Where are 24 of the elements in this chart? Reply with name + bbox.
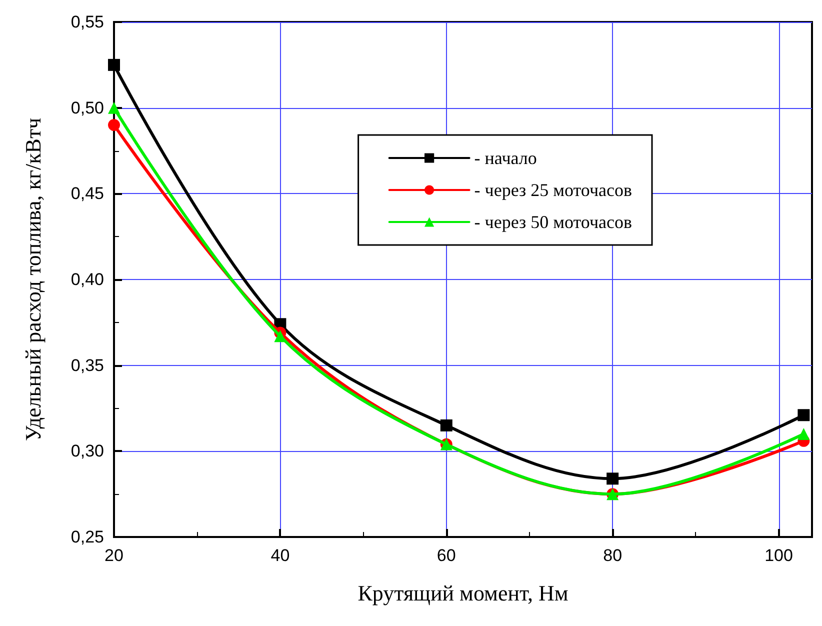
x-tick-label: 100 [764,546,793,565]
y-tick-label: 0,25 [70,528,104,546]
legend-label: - через 50 моточасов [474,212,632,232]
y-tick-label: 0,30 [70,442,104,461]
point [108,102,120,114]
point [440,419,452,432]
point [108,58,120,71]
point [798,428,810,440]
y-tick-label: 0,55 [70,12,104,32]
y-tick-label: 0,45 [70,184,104,204]
x-tick-label: 20 [104,546,124,565]
y-tick-label: 0,40 [70,270,104,289]
point [606,472,619,485]
y-tick-label: 0,35 [70,356,104,375]
y-tick-label: 0,50 [70,98,104,118]
legend-label: - через 25 моточасов [474,180,632,200]
x-tick-label: 60 [436,546,456,565]
point [108,119,120,131]
y-axis-title: Удельный расход топлива, кг/кВтч [20,118,46,442]
x-axis-title: Крутящий момент, Нм [358,580,568,606]
x-tick-label: 80 [603,546,622,565]
legend-label: - начало [474,148,537,168]
x-tick-label: 40 [270,546,290,565]
point [798,409,810,422]
